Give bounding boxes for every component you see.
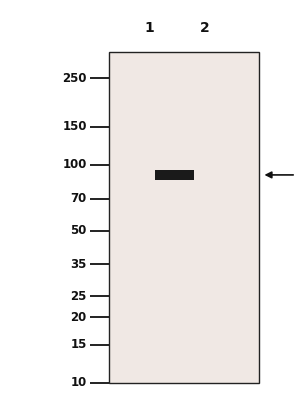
Text: 50: 50 — [70, 224, 87, 237]
Text: 100: 100 — [62, 158, 87, 172]
Text: 20: 20 — [71, 311, 87, 324]
Text: 2: 2 — [200, 21, 210, 35]
Text: 35: 35 — [70, 258, 87, 271]
Text: 10: 10 — [71, 376, 87, 390]
Bar — [109, 52, 259, 383]
Text: 70: 70 — [71, 192, 87, 205]
Text: 250: 250 — [62, 72, 87, 85]
Text: 15: 15 — [70, 338, 87, 351]
Text: 25: 25 — [70, 290, 87, 303]
Bar — [155, 170, 194, 180]
Text: 150: 150 — [62, 120, 87, 133]
Text: 1: 1 — [145, 21, 154, 35]
